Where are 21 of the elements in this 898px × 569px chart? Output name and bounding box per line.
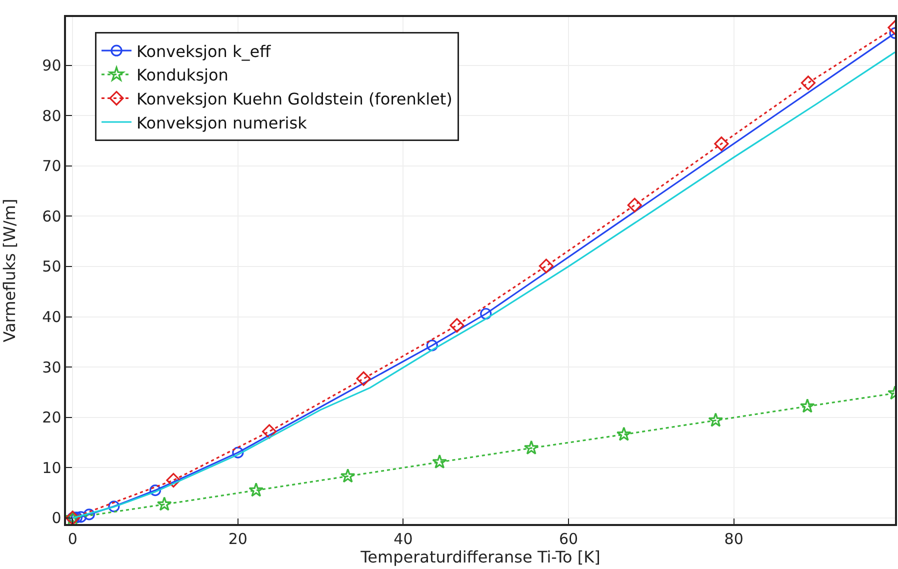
y-tick-label: 70 — [42, 157, 62, 176]
y-tick-label: 90 — [42, 56, 62, 75]
y-tick-label: 20 — [42, 408, 62, 427]
y-tick-label: 80 — [42, 106, 62, 125]
legend-label: Konduksjon — [136, 66, 228, 85]
y-tick-label: 40 — [42, 308, 62, 326]
x-tick-label: 20 — [228, 530, 248, 548]
y-tick-label: 60 — [42, 207, 62, 226]
y-tick-label: 10 — [42, 458, 62, 477]
x-tick-label: 40 — [394, 530, 413, 548]
y-axis-title: Varmefluks [W/m] — [0, 198, 19, 342]
x-tick-label: 80 — [724, 530, 744, 548]
y-tick-label: 50 — [42, 258, 62, 276]
y-tick-label: 30 — [42, 358, 62, 376]
y-tick-label: 0 — [52, 509, 62, 528]
x-axis-title: Temperaturdifferanse Ti-To [K] — [360, 548, 600, 567]
legend-label: Konveksjon Kuehn Goldstein (forenklet) — [136, 89, 452, 108]
x-tick-label: 0 — [68, 530, 78, 548]
legend-label: Konveksjon k_eff — [136, 42, 272, 61]
x-tick-label: 60 — [558, 530, 578, 548]
legend-label: Konveksjon numerisk — [136, 113, 308, 132]
